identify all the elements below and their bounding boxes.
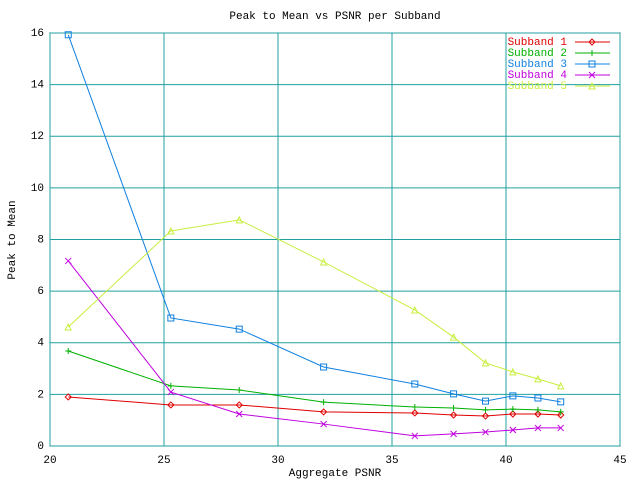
marker — [588, 38, 596, 46]
x-tick-label: 25 — [157, 455, 170, 467]
series-line — [67, 219, 561, 387]
marker — [482, 428, 489, 436]
marker — [320, 363, 328, 371]
series-line — [67, 260, 561, 437]
y-tick-label: 6 — [37, 286, 44, 298]
series-line — [68, 396, 561, 417]
marker — [482, 406, 489, 413]
marker — [449, 411, 458, 419]
marker — [167, 388, 175, 396]
marker — [509, 392, 517, 400]
marker — [320, 399, 327, 406]
marker — [481, 358, 490, 367]
marker — [481, 412, 490, 420]
marker — [534, 424, 542, 432]
marker — [167, 226, 175, 235]
marker — [509, 367, 517, 376]
marker — [319, 257, 328, 266]
marker — [450, 430, 457, 438]
x-tick-label: 20 — [43, 455, 56, 467]
y-tick-label: 8 — [37, 234, 44, 246]
marker — [588, 60, 596, 68]
x-tick-label: 45 — [613, 455, 626, 467]
marker — [534, 394, 542, 402]
marker — [65, 348, 72, 355]
marker — [588, 81, 596, 90]
marker — [64, 31, 72, 39]
marker — [509, 406, 516, 413]
marker — [557, 408, 564, 415]
marker — [411, 404, 418, 411]
legend-label: Subband 1 — [508, 37, 568, 49]
marker — [534, 374, 542, 383]
marker — [64, 257, 72, 265]
x-tick-label: 35 — [385, 455, 398, 467]
marker — [556, 381, 565, 390]
marker — [557, 411, 565, 419]
y-tick-label: 16 — [31, 28, 44, 40]
marker — [236, 386, 243, 393]
series-line — [68, 350, 561, 413]
marker — [319, 408, 328, 416]
marker — [235, 410, 243, 418]
legend-label: Subband 3 — [508, 59, 567, 71]
marker — [235, 401, 243, 409]
marker — [411, 432, 419, 440]
marker — [450, 405, 457, 412]
marker — [411, 409, 419, 417]
legend-label: Subband 2 — [508, 48, 567, 60]
marker — [450, 390, 458, 398]
marker — [64, 322, 73, 331]
marker — [557, 424, 565, 432]
marker — [509, 410, 517, 418]
marker — [411, 380, 419, 388]
y-tick-label: 2 — [37, 389, 44, 401]
marker — [410, 305, 419, 314]
marker — [167, 382, 174, 389]
marker — [534, 410, 542, 418]
marker — [449, 332, 458, 341]
marker — [64, 393, 72, 401]
marker — [235, 215, 244, 224]
marker — [481, 397, 489, 405]
y-tick-label: 0 — [37, 441, 44, 453]
legend-label: Subband 5 — [508, 81, 567, 93]
marker — [588, 71, 596, 79]
marker — [167, 314, 175, 322]
x-tick-label: 30 — [271, 455, 284, 467]
y-tick-label: 14 — [31, 80, 45, 92]
y-tick-label: 12 — [31, 131, 44, 143]
chart-title: Peak to Mean vs PSNR per Subband — [229, 11, 440, 23]
series-line — [67, 34, 561, 403]
marker — [509, 426, 517, 434]
x-axis-label: Aggregate PSNR — [289, 468, 382, 480]
x-tick-label: 40 — [499, 455, 512, 467]
legend-label: Subband 4 — [508, 70, 568, 82]
marker — [557, 398, 565, 406]
y-axis-label: Peak to Mean — [7, 200, 19, 279]
marker — [320, 420, 327, 428]
marker — [589, 50, 595, 56]
marker — [534, 406, 541, 413]
marker — [235, 325, 243, 333]
y-tick-label: 4 — [37, 338, 44, 350]
y-tick-label: 10 — [31, 183, 44, 195]
marker — [167, 401, 175, 409]
